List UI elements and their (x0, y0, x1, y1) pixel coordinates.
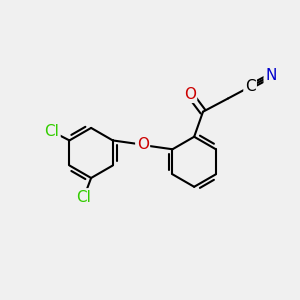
Text: O: O (184, 87, 196, 102)
Text: C: C (245, 79, 255, 94)
Text: Cl: Cl (44, 124, 59, 139)
Text: O: O (136, 137, 148, 152)
Text: N: N (265, 68, 276, 83)
Text: Cl: Cl (76, 190, 91, 205)
